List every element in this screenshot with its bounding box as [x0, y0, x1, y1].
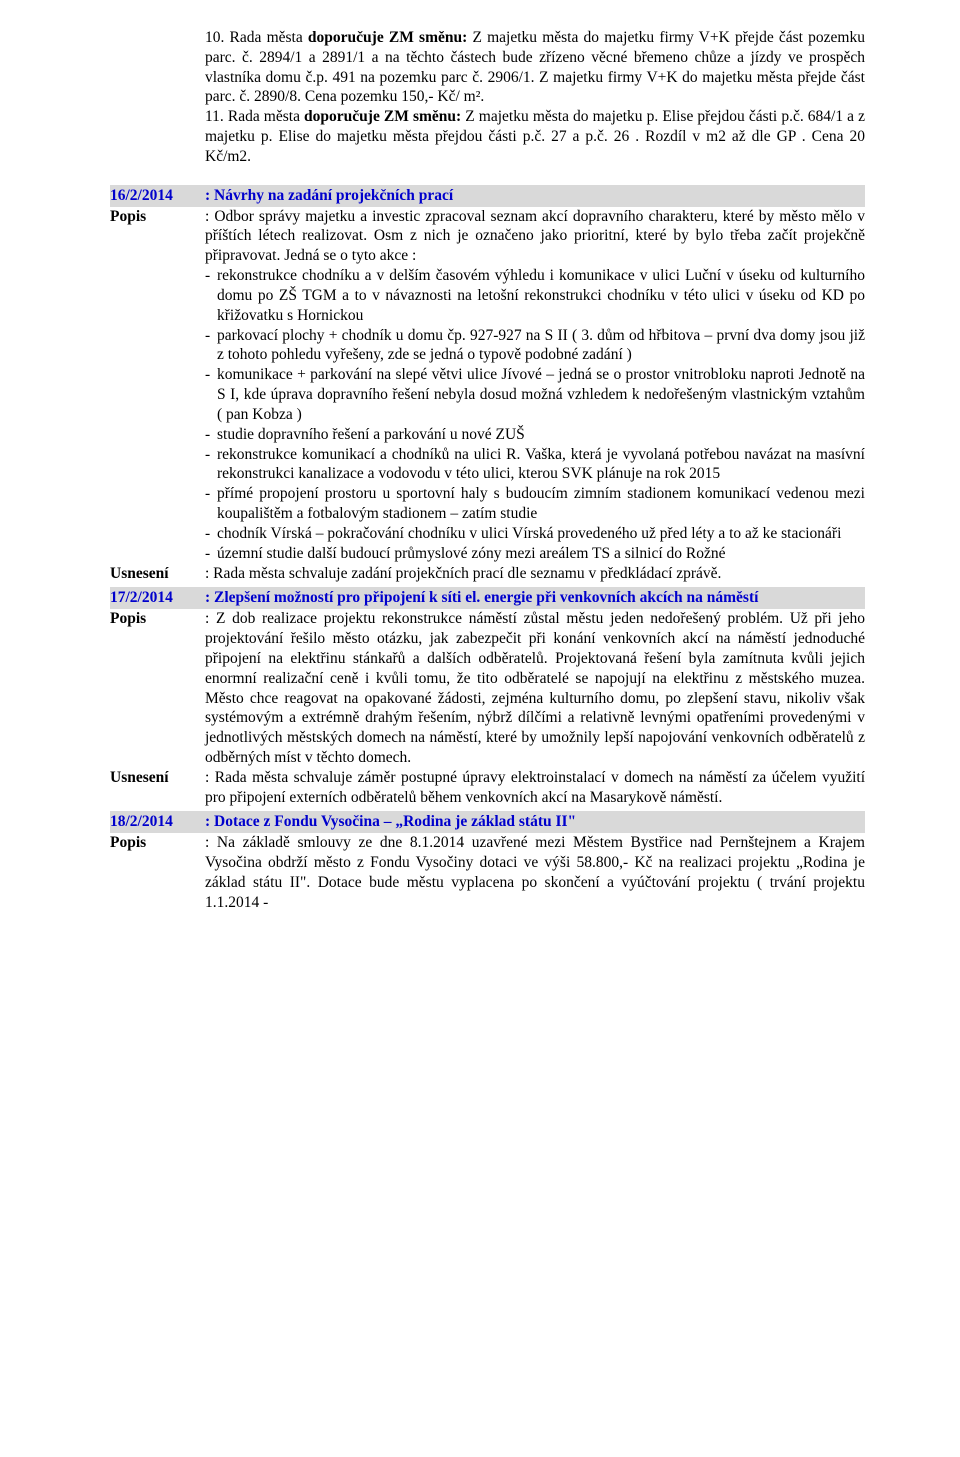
dash-icon: -	[205, 326, 217, 366]
dash-icon: -	[205, 484, 217, 524]
list-item: -rekonstrukce chodníku a v delším časové…	[205, 266, 865, 325]
list-item: -přímé propojení prostoru u sportovní ha…	[205, 484, 865, 524]
list-item-text: přímé propojení prostoru u sportovní hal…	[217, 484, 865, 524]
section-18-id: 18/2/2014	[110, 812, 205, 832]
section-18-title: : Dotace z Fondu Vysočina – „Rodina je z…	[205, 812, 865, 832]
section-16-usneseni-row: Usnesení : Rada města schvaluje zadání p…	[110, 564, 865, 584]
list-item: -studie dopravního řešení a parkování u …	[205, 425, 865, 445]
intro-p11-lead: 11. Rada města doporučuje ZM směnu: Z ma…	[205, 108, 865, 165]
section-16-id: 16/2/2014	[110, 186, 205, 206]
dash-icon: -	[205, 266, 217, 325]
section-17-usneseni-text: : Rada města schvaluje záměr postupné úp…	[205, 768, 865, 808]
list-item: -parkovací plochy + chodník u domu čp. 9…	[205, 326, 865, 366]
section-16-popis-intro: : Odbor správy majetku a investic zpraco…	[205, 207, 865, 266]
list-item: -chodník Vírská – pokračování chodníku v…	[205, 524, 865, 544]
section-18-popis-row: Popis : Na základě smlouvy ze dne 8.1.20…	[110, 833, 865, 912]
section-16-head: 16/2/2014 : Návrhy na zadání projekčních…	[110, 185, 865, 207]
list-item-text: chodník Vírská – pokračování chodníku v …	[217, 524, 865, 544]
dash-icon: -	[205, 425, 217, 445]
section-17-title: : Zlepšení možností pro připojení k síti…	[205, 588, 865, 608]
section-17-popis-text: : Z dob realizace projektu rekonstrukce …	[205, 609, 865, 768]
intro-block: 10. Rada města doporučuje ZM směnu: Z ma…	[110, 28, 865, 167]
popis-label: Popis	[110, 609, 205, 768]
list-item-text: rekonstrukce chodníku a v delším časovém…	[217, 266, 865, 325]
list-item: -komunikace + parkování na slepé větvi u…	[205, 365, 865, 424]
popis-label: Popis	[110, 833, 205, 912]
section-16-list: -rekonstrukce chodníku a v delším časové…	[205, 266, 865, 563]
section-17-head: 17/2/2014 : Zlepšení možností pro připoj…	[110, 587, 865, 609]
list-item-text: parkovací plochy + chodník u domu čp. 92…	[217, 326, 865, 366]
list-item-text: rekonstrukce komunikací a chodníků na ul…	[217, 445, 865, 485]
section-17-popis-row: Popis : Z dob realizace projektu rekonst…	[110, 609, 865, 768]
section-16-popis-body: : Odbor správy majetku a investic zpraco…	[205, 207, 865, 564]
intro-paragraph-11: 11. Rada města doporučuje ZM směnu: Z ma…	[205, 107, 865, 166]
list-item-text: studie dopravního řešení a parkování u n…	[217, 425, 865, 445]
list-item: -rekonstrukce komunikací a chodníků na u…	[205, 445, 865, 485]
intro-paragraph-10: 10. Rada města doporučuje ZM směnu: Z ma…	[205, 28, 865, 107]
dash-icon: -	[205, 365, 217, 424]
section-18-popis-text: : Na základě smlouvy ze dne 8.1.2014 uza…	[205, 833, 865, 912]
intro-p10-lead: 10. Rada města doporučuje ZM směnu: Z ma…	[205, 29, 865, 105]
section-17-usneseni-row: Usnesení : Rada města schvaluje záměr po…	[110, 768, 865, 808]
list-item: -územní studie další budoucí průmyslové …	[205, 544, 865, 564]
list-item-text: komunikace + parkování na slepé větvi ul…	[217, 365, 865, 424]
section-17-usneseni-body: : Rada města schvaluje záměr postupné úp…	[205, 768, 865, 808]
section-16-title: : Návrhy na zadání projekčních prací	[205, 186, 865, 206]
usneseni-label: Usnesení	[110, 768, 205, 808]
section-17-popis-body: : Z dob realizace projektu rekonstrukce …	[205, 609, 865, 768]
dash-icon: -	[205, 544, 217, 564]
dash-icon: -	[205, 524, 217, 544]
section-16-popis-row: Popis : Odbor správy majetku a investic …	[110, 207, 865, 564]
section-17-id: 17/2/2014	[110, 588, 205, 608]
usneseni-label: Usnesení	[110, 564, 205, 584]
section-16-usneseni-text: : Rada města schvaluje zadání projekčníc…	[205, 564, 865, 584]
section-18-popis-body: : Na základě smlouvy ze dne 8.1.2014 uza…	[205, 833, 865, 912]
popis-label: Popis	[110, 207, 205, 564]
section-18-head: 18/2/2014 : Dotace z Fondu Vysočina – „R…	[110, 811, 865, 833]
section-16-usneseni-body: : Rada města schvaluje zadání projekčníc…	[205, 564, 865, 584]
list-item-text: územní studie další budoucí průmyslové z…	[217, 544, 865, 564]
dash-icon: -	[205, 445, 217, 485]
